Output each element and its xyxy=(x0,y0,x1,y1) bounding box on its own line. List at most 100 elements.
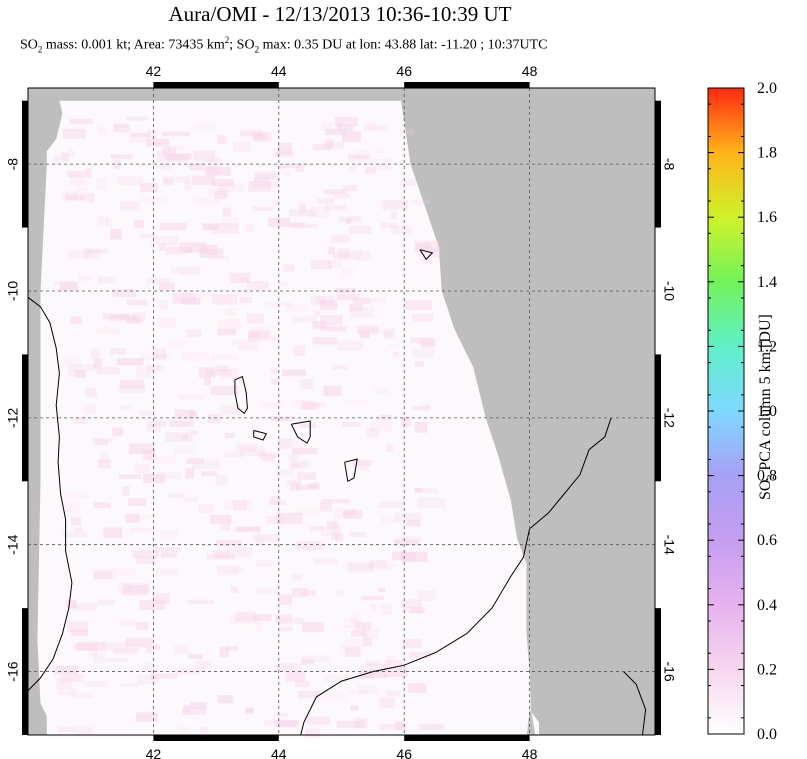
so2-cell xyxy=(291,587,308,598)
so2-cell xyxy=(290,483,300,492)
so2-cell xyxy=(154,141,161,147)
so2-cell xyxy=(182,352,209,361)
so2-cell xyxy=(254,172,277,180)
y-tick-label-right: -8 xyxy=(661,158,677,171)
so2-cell xyxy=(144,662,156,672)
so2-cell xyxy=(287,480,302,486)
so2-cell xyxy=(153,644,161,650)
y-tick-label-left: -10 xyxy=(5,281,21,301)
so2-cell xyxy=(342,131,361,142)
so2-cell xyxy=(321,123,344,132)
so2-cell xyxy=(187,599,215,604)
so2-cell xyxy=(194,122,217,130)
so2-cell xyxy=(203,459,220,465)
so2-cell xyxy=(239,297,252,303)
so2-cell xyxy=(103,527,123,538)
so2-cell xyxy=(97,215,108,226)
so2-cell xyxy=(115,567,137,576)
so2-cell xyxy=(416,243,431,250)
so2-cell xyxy=(217,328,236,336)
so2-cell xyxy=(412,405,431,411)
so2-cell xyxy=(270,367,277,374)
so2-cell xyxy=(276,469,295,477)
so2-cell xyxy=(178,267,200,276)
so2-cell xyxy=(297,691,319,699)
so2-cell xyxy=(168,493,185,498)
so2-cell xyxy=(260,401,284,409)
so2-cell xyxy=(211,178,234,187)
so2-cell xyxy=(255,587,279,594)
so2-cell xyxy=(412,313,434,322)
so2-cell xyxy=(159,300,169,310)
so2-cell xyxy=(366,167,375,173)
so2-cell xyxy=(277,142,292,154)
so2-cell xyxy=(74,726,93,735)
so2-cell xyxy=(317,198,335,204)
so2-cell xyxy=(57,688,77,696)
so2-cell xyxy=(221,217,238,227)
so2-cell xyxy=(406,519,421,527)
so2-cell xyxy=(210,385,239,396)
chart-title: Aura/OMI - 12/13/2013 10:36-10:39 UT xyxy=(168,2,512,26)
so2-cell xyxy=(146,646,153,653)
so2-cell xyxy=(353,250,371,262)
so2-cell xyxy=(212,223,239,234)
so2-cell xyxy=(75,369,86,379)
so2-cell xyxy=(113,125,130,133)
so2-cell xyxy=(199,504,214,514)
so2-cell xyxy=(356,622,370,629)
y-tick-label-left: -16 xyxy=(5,661,21,681)
so2-cell xyxy=(231,568,245,573)
so2-cell xyxy=(417,497,446,509)
so2-cell xyxy=(409,607,424,614)
y-tick-label-right: -14 xyxy=(661,535,677,555)
so2-cell xyxy=(143,474,165,484)
so2-cell xyxy=(140,354,167,361)
so2-cell xyxy=(256,538,265,547)
so2-cell xyxy=(248,332,261,342)
so2-cell xyxy=(135,712,158,722)
so2-cell xyxy=(146,278,171,285)
so2-cell xyxy=(336,248,350,255)
so2-cell xyxy=(380,222,398,229)
so2-cell xyxy=(211,294,238,305)
so2-cell xyxy=(247,314,264,324)
so2-cell xyxy=(125,513,140,523)
so2-cell xyxy=(135,464,151,474)
so2-cell xyxy=(207,554,235,560)
so2-cell xyxy=(263,719,281,727)
so2-cell xyxy=(96,367,120,375)
border-bar-left xyxy=(22,354,28,482)
so2-cell xyxy=(324,128,347,136)
so2-cell xyxy=(308,402,326,407)
so2-cell xyxy=(161,552,177,558)
so2-cell xyxy=(276,512,303,524)
so2-cell xyxy=(291,574,303,581)
so2-cell xyxy=(122,486,130,496)
so2-cell xyxy=(319,326,347,332)
so2-cell xyxy=(320,315,343,326)
so2-cell xyxy=(359,329,370,339)
so2-cell xyxy=(214,191,228,199)
so2-cell xyxy=(220,404,240,416)
so2-cell xyxy=(224,499,252,510)
so2-cell xyxy=(422,258,432,264)
so2-cell xyxy=(67,621,88,632)
so2-cell xyxy=(369,603,377,612)
so2-cell xyxy=(202,223,220,231)
so2-cell xyxy=(327,259,342,268)
so2-cell xyxy=(156,568,178,576)
so2-cell xyxy=(305,728,321,737)
so2-cell xyxy=(274,712,288,718)
so2-cell xyxy=(247,281,269,290)
so2-cell xyxy=(130,132,151,138)
so2-cell xyxy=(293,510,321,515)
so2-cell xyxy=(319,502,332,512)
so2-cell xyxy=(218,183,244,192)
so2-cell xyxy=(139,600,165,610)
so2-cell xyxy=(140,183,158,193)
so2-cell xyxy=(146,138,169,147)
chart-subtitle: SO2 mass: 0.001 kt; Area: 73435 km2; SO2… xyxy=(20,35,548,54)
so2-cell xyxy=(390,211,397,219)
so2-cell xyxy=(201,471,217,476)
